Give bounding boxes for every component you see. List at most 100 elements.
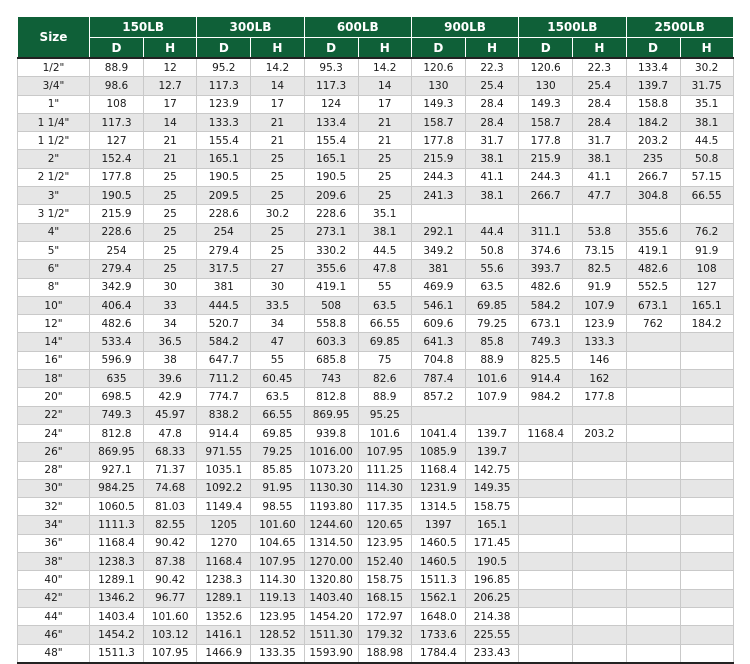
diameter-cell: 120.6 [518, 57, 574, 78]
height-cell: 42.9 [142, 387, 198, 407]
size-cell: 10" [17, 295, 90, 316]
diameter-cell: 1073.20 [303, 460, 359, 480]
diameter-cell: 1168.4 [410, 460, 466, 480]
diameter-cell: 1092.2 [196, 478, 252, 499]
size-cell: 28" [17, 460, 90, 480]
table-row: 14" 533.4 36.5 584.2 47 603.3 69.85 641.3 85.8 74… [17, 332, 734, 352]
height-cell: 14 [142, 112, 198, 133]
diameter-cell: 584.2 [196, 332, 252, 352]
diameter-cell [518, 460, 574, 480]
height-cell: 87.38 [142, 552, 198, 572]
diameter-cell [625, 497, 681, 517]
height-cell: 25 [142, 186, 198, 206]
height-cell: 225.55 [464, 625, 520, 645]
diameter-cell: 584.2 [518, 295, 574, 316]
diameter-cell [518, 588, 574, 608]
height-cell: 25 [142, 204, 198, 224]
header-row-subcolumns: D H D H D H D H D H D H [18, 37, 734, 59]
diameter-cell: 749.3 [89, 405, 144, 425]
size-cell: 32" [17, 497, 90, 517]
height-cell: 63.5 [250, 387, 305, 407]
table-row: 1 1/2" 127 21 155.4 21 155.4 21 177.8 31.7 177.8 3… [17, 131, 734, 151]
diameter-cell [518, 405, 574, 425]
diameter-cell [625, 350, 681, 371]
size-cell: 20" [17, 387, 90, 407]
diameter-cell: 149.3 [518, 94, 574, 114]
diameter-cell: 241.3 [410, 186, 466, 206]
height-cell [679, 442, 734, 462]
diameter-cell: 1397 [410, 515, 466, 535]
diameter-cell: 292.1 [410, 222, 466, 242]
height-cell: 177.8 [572, 387, 627, 407]
height-cell: 107.95 [142, 643, 198, 664]
height-cell: 66.55 [357, 314, 412, 334]
height-cell: 21 [357, 112, 412, 133]
table-row: 2" 152.4 21 165.1 25 165.1 25 215.9 38.1 215.9 38.… [17, 149, 734, 169]
diameter-cell: 149.3 [410, 94, 466, 114]
diameter-cell: 244.3 [410, 167, 466, 188]
height-cell: 108 [679, 259, 734, 279]
diameter-cell: 133.4 [625, 57, 681, 78]
diameter-cell [410, 405, 466, 425]
flange-dimension-table-container: Size 150LB 300LB 600LB 900LB 1500LB 2500… [17, 16, 734, 664]
diameter-cell: 317.5 [196, 259, 252, 279]
diameter-cell: 1231.9 [410, 478, 466, 499]
diameter-cell [410, 204, 466, 224]
height-cell: 25 [142, 167, 198, 188]
height-cell: 190.5 [464, 552, 520, 572]
diameter-cell: 1454.20 [303, 606, 359, 627]
diameter-cell: 266.7 [518, 186, 574, 206]
height-cell [572, 204, 627, 224]
diameter-cell: 1168.4 [89, 533, 144, 554]
height-cell: 63.5 [464, 277, 520, 297]
height-cell: 75 [357, 350, 412, 371]
diameter-cell: 228.6 [196, 204, 252, 224]
diameter-cell: 596.9 [89, 350, 144, 371]
diameter-cell: 88.9 [89, 57, 144, 78]
table-row: 1 1/4" 117.3 14 133.3 21 133.4 21 158.7 28.4 158.… [17, 112, 734, 133]
size-cell: 22" [17, 405, 90, 425]
diameter-cell: 603.3 [303, 332, 359, 352]
column-header-class: 600LB [303, 16, 412, 38]
diameter-cell [625, 332, 681, 352]
height-cell: 111.25 [357, 460, 412, 480]
height-cell: 22.3 [464, 57, 520, 78]
diameter-cell: 393.7 [518, 259, 574, 279]
diameter-cell: 177.8 [410, 131, 466, 151]
diameter-cell: 1085.9 [410, 442, 466, 462]
height-cell [679, 369, 734, 389]
height-cell: 33 [142, 295, 198, 316]
diameter-cell: 762 [625, 314, 681, 334]
height-cell [679, 625, 734, 645]
height-cell: 47.7 [572, 186, 627, 206]
height-cell: 25 [357, 186, 412, 206]
diameter-cell: 749.3 [518, 332, 574, 352]
height-cell [572, 588, 627, 608]
height-cell: 85.8 [464, 332, 520, 352]
height-cell [679, 643, 734, 664]
diameter-cell: 124 [303, 94, 359, 114]
diameter-cell: 673.1 [518, 314, 574, 334]
diameter-cell: 158.7 [518, 112, 574, 133]
table-row: 3" 190.5 25 209.5 25 209.6 25 241.3 38.1 266.7 47.… [17, 186, 734, 206]
height-cell: 123.9 [572, 314, 627, 334]
size-cell: 42" [17, 588, 90, 608]
diameter-cell: 558.8 [303, 314, 359, 334]
height-cell: 79.25 [250, 442, 305, 462]
diameter-cell: 444.5 [196, 295, 252, 316]
height-cell [572, 515, 627, 535]
height-cell: 88.9 [357, 387, 412, 407]
diameter-cell: 1270.00 [303, 552, 359, 572]
diameter-cell: 1035.1 [196, 460, 252, 480]
diameter-cell: 155.4 [303, 131, 359, 151]
table-row: 26" 869.95 68.33 971.55 79.25 1016.00 107.95 10… [17, 442, 734, 462]
table-body: 1/2" 88.9 12 95.2 14.2 95.3 14.2 120.6 22.3 120.6… [17, 57, 734, 664]
diameter-cell: 508 [303, 295, 359, 316]
height-cell: 14 [357, 76, 412, 96]
height-cell: 25 [142, 259, 198, 279]
height-cell: 107.9 [572, 295, 627, 316]
diameter-cell: 209.5 [196, 186, 252, 206]
diameter-cell: 349.2 [410, 240, 466, 261]
diameter-cell: 98.6 [89, 76, 144, 96]
height-cell [679, 423, 734, 444]
